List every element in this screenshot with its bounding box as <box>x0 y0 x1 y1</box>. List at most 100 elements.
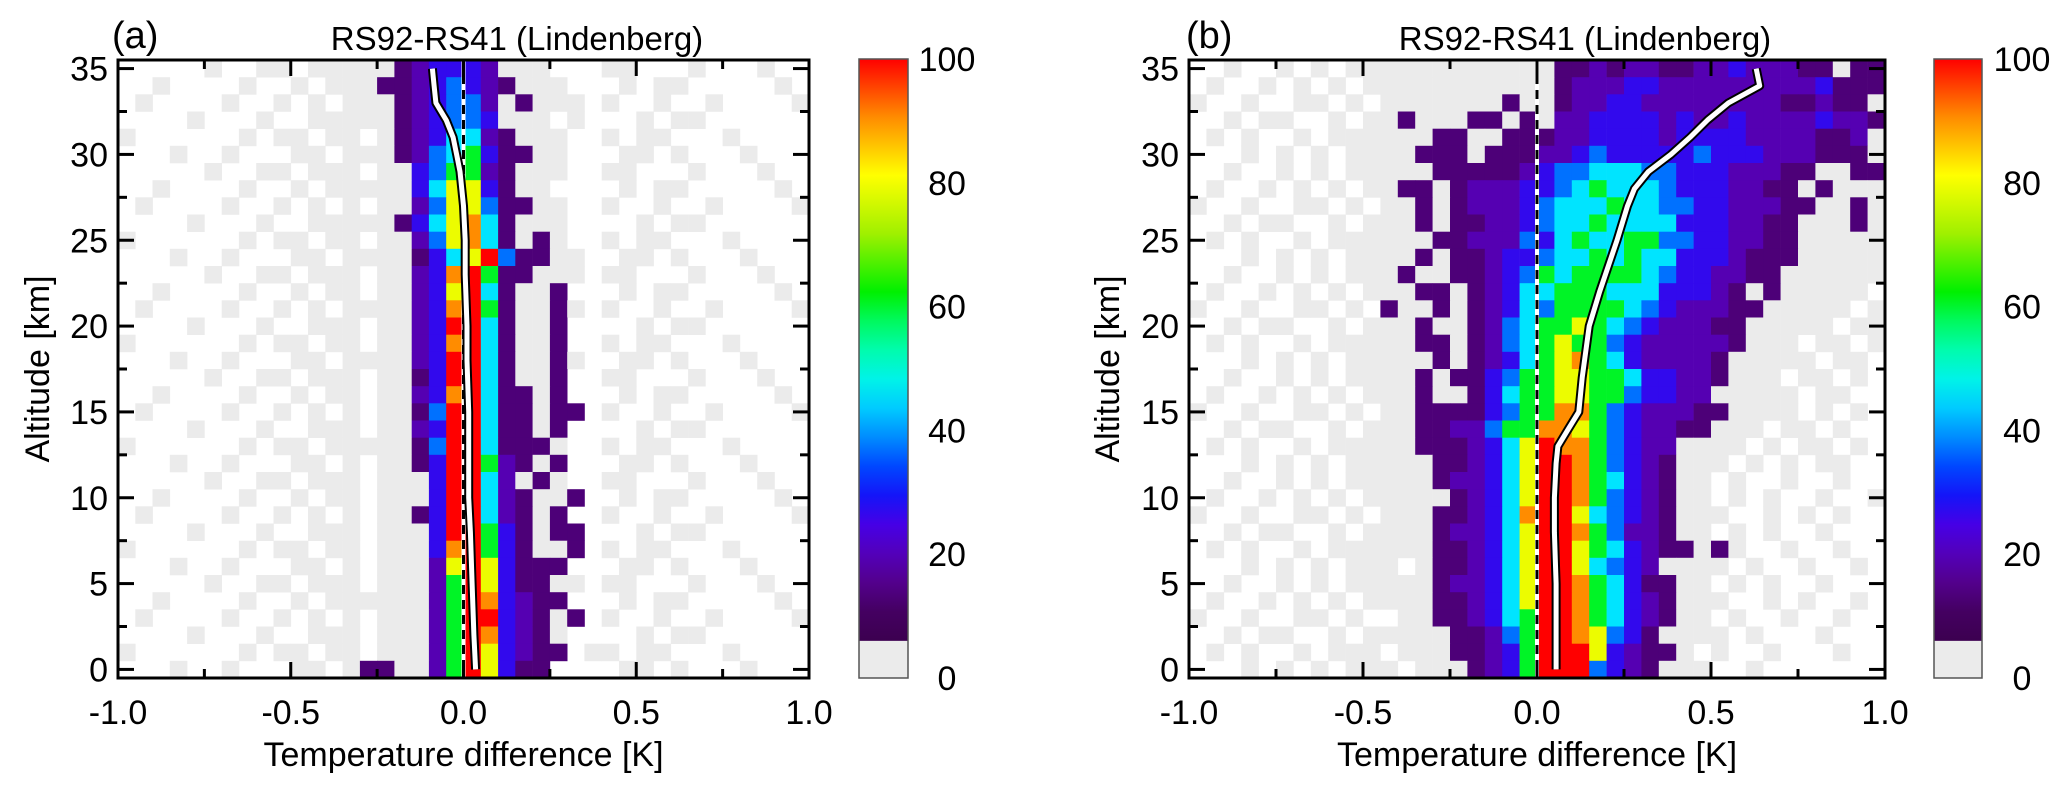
heatmap-cell <box>1467 214 1486 232</box>
heatmap-cell <box>342 506 361 524</box>
y-tick-label: 30 <box>70 136 108 174</box>
heatmap-cell <box>1397 351 1416 370</box>
heatmap-cell <box>1745 283 1764 301</box>
heatmap-cell <box>256 575 274 593</box>
heatmap-cell <box>549 557 568 576</box>
heatmap-cell <box>1850 128 1868 147</box>
heatmap-cell <box>1658 351 1677 370</box>
heatmap-cell <box>308 626 326 644</box>
heatmap-cell <box>1519 197 1538 215</box>
heatmap-cell <box>1693 472 1712 490</box>
heatmap-cell <box>238 77 257 95</box>
heatmap-cell <box>187 420 205 438</box>
heatmap-cell <box>498 557 516 576</box>
heatmap-cell <box>1450 231 1468 250</box>
heatmap-cell <box>273 60 292 78</box>
heatmap-cell <box>446 626 464 644</box>
heatmap-cell <box>1328 626 1346 644</box>
heatmap-cell <box>1484 283 1503 301</box>
heatmap-cell <box>480 180 499 198</box>
heatmap-cell <box>1798 248 1816 267</box>
heatmap-cell <box>308 145 326 164</box>
heatmap-cell <box>1502 248 1520 267</box>
heatmap-cell <box>1780 472 1799 490</box>
heatmap-cell <box>1624 145 1642 164</box>
heatmap-cell <box>1380 523 1399 541</box>
heatmap-cell <box>1432 145 1451 164</box>
heatmap-cell <box>1763 523 1781 541</box>
heatmap-cell <box>1676 94 1694 112</box>
heatmap-cell <box>532 231 551 250</box>
heatmap-cell <box>688 111 706 129</box>
heatmap-cell <box>1571 420 1590 438</box>
heatmap-cell <box>1676 77 1694 95</box>
heatmap-cell <box>238 128 257 147</box>
heatmap-cell <box>532 609 551 627</box>
heatmap-cell <box>549 197 568 215</box>
heatmap-cell <box>688 214 706 232</box>
heatmap-cell <box>290 489 309 507</box>
heatmap-cell <box>1537 369 1555 387</box>
heatmap-cell <box>1397 300 1416 318</box>
heatmap-cell <box>1258 77 1277 95</box>
heatmap-cell <box>118 128 136 147</box>
heatmap-cell <box>1850 437 1868 456</box>
heatmap-cell <box>1693 437 1712 456</box>
heatmap-cell <box>1815 145 1834 164</box>
heatmap-cell <box>273 369 292 387</box>
heatmap-cell <box>1537 540 1555 559</box>
heatmap-cell <box>1589 540 1607 559</box>
heatmap-cell <box>1537 472 1555 490</box>
heatmap-cell <box>152 283 171 301</box>
heatmap-cell <box>1432 609 1451 627</box>
heatmap-cell <box>1502 489 1520 507</box>
heatmap-cell <box>1467 592 1486 610</box>
heatmap-cell <box>619 266 637 284</box>
heatmap-cell <box>1728 609 1747 627</box>
heatmap-cell <box>498 523 516 541</box>
heatmap-cell <box>1484 351 1503 370</box>
heatmap-cell <box>325 334 343 353</box>
heatmap-cell <box>1450 454 1468 473</box>
heatmap-cell <box>1745 660 1764 679</box>
heatmap-cell <box>411 557 430 576</box>
heatmap-cell <box>1432 369 1451 387</box>
heatmap-cell <box>1815 77 1834 95</box>
heatmap-cell <box>152 180 171 198</box>
heatmap-cell <box>498 609 516 627</box>
heatmap-cell <box>688 575 706 593</box>
heatmap-cell <box>1641 60 1660 78</box>
heatmap-cell <box>1745 454 1764 473</box>
heatmap-cell <box>515 180 533 198</box>
heatmap-cell <box>342 643 361 662</box>
heatmap-cell <box>670 557 689 576</box>
heatmap-cell <box>1832 77 1851 95</box>
heatmap-cell <box>549 403 568 421</box>
heatmap-cell <box>411 523 430 541</box>
heatmap-cell <box>1850 77 1868 95</box>
heatmap-cell <box>256 523 274 541</box>
heatmap-cell <box>515 660 533 679</box>
heatmap-cell <box>1867 180 1886 198</box>
heatmap-cell <box>342 180 361 198</box>
heatmap-cell <box>273 437 292 456</box>
heatmap-cell <box>1571 283 1590 301</box>
colorbar-gray-segment <box>1934 640 1982 678</box>
heatmap-cell <box>359 94 378 112</box>
heatmap-cell <box>480 489 499 507</box>
heatmap-cell <box>325 163 343 181</box>
heatmap-cell <box>1380 231 1399 250</box>
heatmap-cell <box>1624 300 1642 318</box>
heatmap-cell <box>1363 386 1381 404</box>
heatmap-cell <box>653 609 672 627</box>
heatmap-cell <box>1241 454 1259 473</box>
heatmap-cell <box>1763 231 1781 250</box>
heatmap-cell <box>1798 180 1816 198</box>
heatmap-cell <box>1606 111 1625 129</box>
heatmap-cell <box>394 231 412 250</box>
heatmap-cell <box>532 334 551 353</box>
heatmap-cell <box>619 454 637 473</box>
heatmap-cell <box>619 557 637 576</box>
heatmap-cell <box>308 111 326 129</box>
heatmap-cell <box>636 643 654 662</box>
